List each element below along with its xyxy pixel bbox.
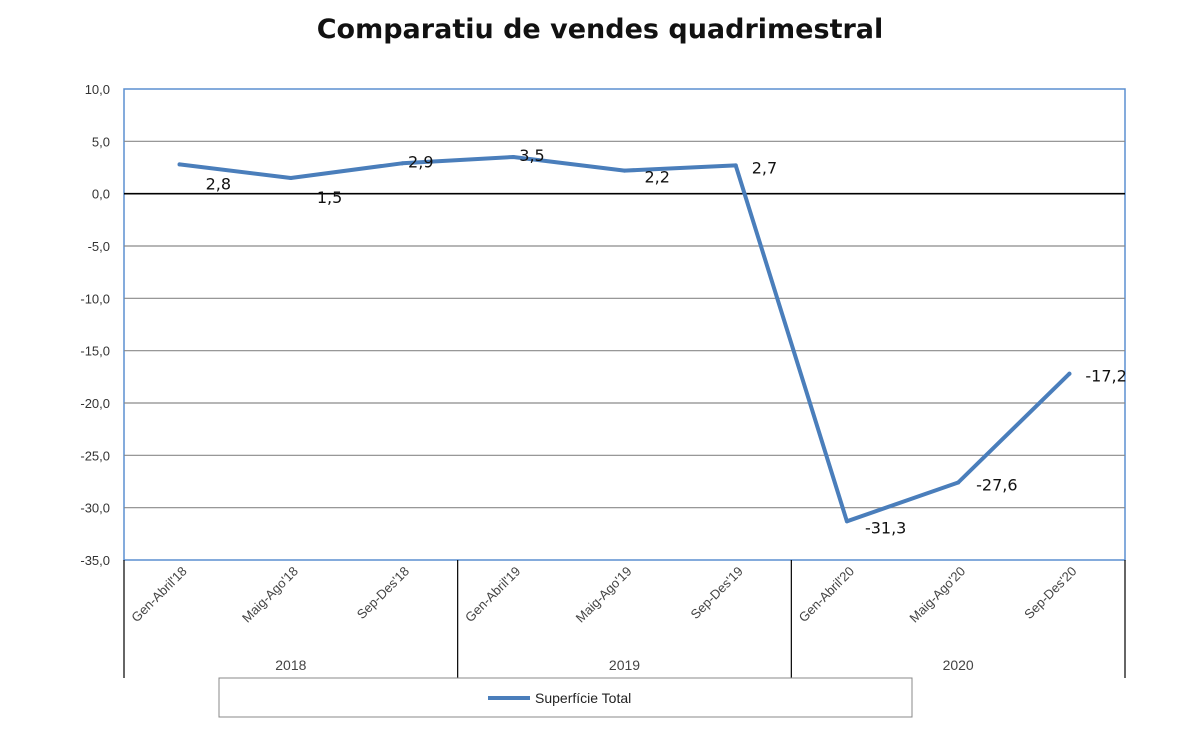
- x-tick-label: Maig-Ago'18: [239, 564, 301, 626]
- group-label: 2019: [609, 657, 640, 673]
- x-tick-label: Gen-Abril'18: [128, 564, 189, 625]
- data-label: 3,5: [519, 146, 544, 165]
- data-label: 2,2: [645, 168, 670, 187]
- y-tick-label: 0,0: [92, 187, 110, 202]
- data-label: -31,3: [865, 518, 906, 537]
- series-line: [177, 155, 1072, 524]
- x-tick-label: Sep-Des'20: [1021, 564, 1079, 622]
- x-tick-label: Gen-Abril'20: [796, 564, 857, 625]
- y-tick-label: 10,0: [85, 82, 110, 97]
- y-tick-label: -35,0: [80, 553, 110, 568]
- data-label: 2,8: [206, 174, 231, 193]
- y-tick-label: -15,0: [80, 344, 110, 359]
- plot-area-border: [123, 88, 1126, 561]
- group-label: 2018: [275, 657, 306, 673]
- data-point: [956, 480, 961, 485]
- data-label: 2,7: [752, 158, 777, 177]
- y-tick-label: -5,0: [88, 239, 110, 254]
- x-tick-label: Gen-Abril'19: [462, 564, 523, 625]
- y-tick-label: -10,0: [80, 291, 110, 306]
- legend-label: Superfície Total: [535, 690, 631, 706]
- data-label: -17,2: [1085, 367, 1126, 386]
- data-point: [177, 162, 182, 167]
- data-point: [400, 161, 405, 166]
- legend-box: [218, 677, 913, 718]
- x-tick-label: Maig-Ago'20: [906, 564, 968, 626]
- group-label: 2020: [943, 657, 974, 673]
- data-point: [844, 519, 849, 524]
- y-tick-label: -30,0: [80, 501, 110, 516]
- data-point: [733, 163, 738, 168]
- y-tick-label: 5,0: [92, 134, 110, 149]
- data-point: [511, 155, 516, 160]
- y-tick-label: -25,0: [80, 448, 110, 463]
- x-tick-label: Maig-Ago'19: [573, 564, 635, 626]
- data-point: [288, 175, 293, 180]
- data-label: 2,9: [408, 152, 433, 171]
- data-point: [1067, 371, 1072, 376]
- x-tick-label: Sep-Des'18: [354, 564, 412, 622]
- chart-title: Comparatiu de vendes quadrimestral: [316, 14, 884, 45]
- data-label: -27,6: [976, 476, 1017, 495]
- y-tick-label: -20,0: [80, 396, 110, 411]
- data-label: 1,5: [317, 188, 342, 207]
- data-point: [622, 168, 627, 173]
- x-tick-label: Sep-Des'19: [687, 564, 745, 622]
